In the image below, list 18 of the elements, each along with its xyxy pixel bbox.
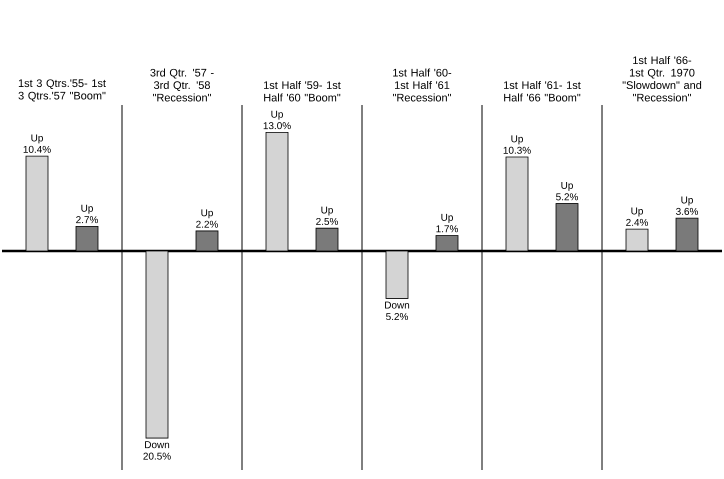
- data-label: Up 10.4%: [24, 134, 51, 153]
- data-label: Up 10.3%: [504, 135, 531, 154]
- data-label: Down 5.2%: [385, 302, 410, 320]
- x-tick-label: 1st 3 Qtrs.'55- 1st 3 Qtrs.'57 "Boom": [18, 79, 106, 102]
- data-label: Up 2.2%: [196, 209, 218, 228]
- x-tick-label: 1st Half '66- 1st Qtr. 1970 "Slowdown" and "Recession": [622, 56, 702, 102]
- data-label: Down 20.5%: [143, 441, 171, 460]
- x-tick-label: 3rd Qtr. '57 - 3rd Qtr. '58 "Recession": [150, 68, 214, 102]
- data-label: Up 2.4%: [626, 208, 648, 226]
- data-label: Up 2.5%: [316, 206, 338, 225]
- data-label: Up 3.6%: [676, 196, 698, 215]
- x-tick-label: 1st Half '60- 1st Half '61 "Recession": [393, 68, 452, 102]
- data-label: Up 13.0%: [264, 110, 291, 130]
- x-tick-label: 1st Half '59- 1st Half '60 "Boom": [264, 80, 341, 102]
- x-tick-label: 1st Half '61- 1st Half '66 "Boom": [504, 80, 581, 102]
- data-label: Up 2.7%: [76, 204, 98, 224]
- data-label: Up 1.7%: [436, 214, 458, 232]
- data-label: Up 5.2%: [556, 182, 578, 200]
